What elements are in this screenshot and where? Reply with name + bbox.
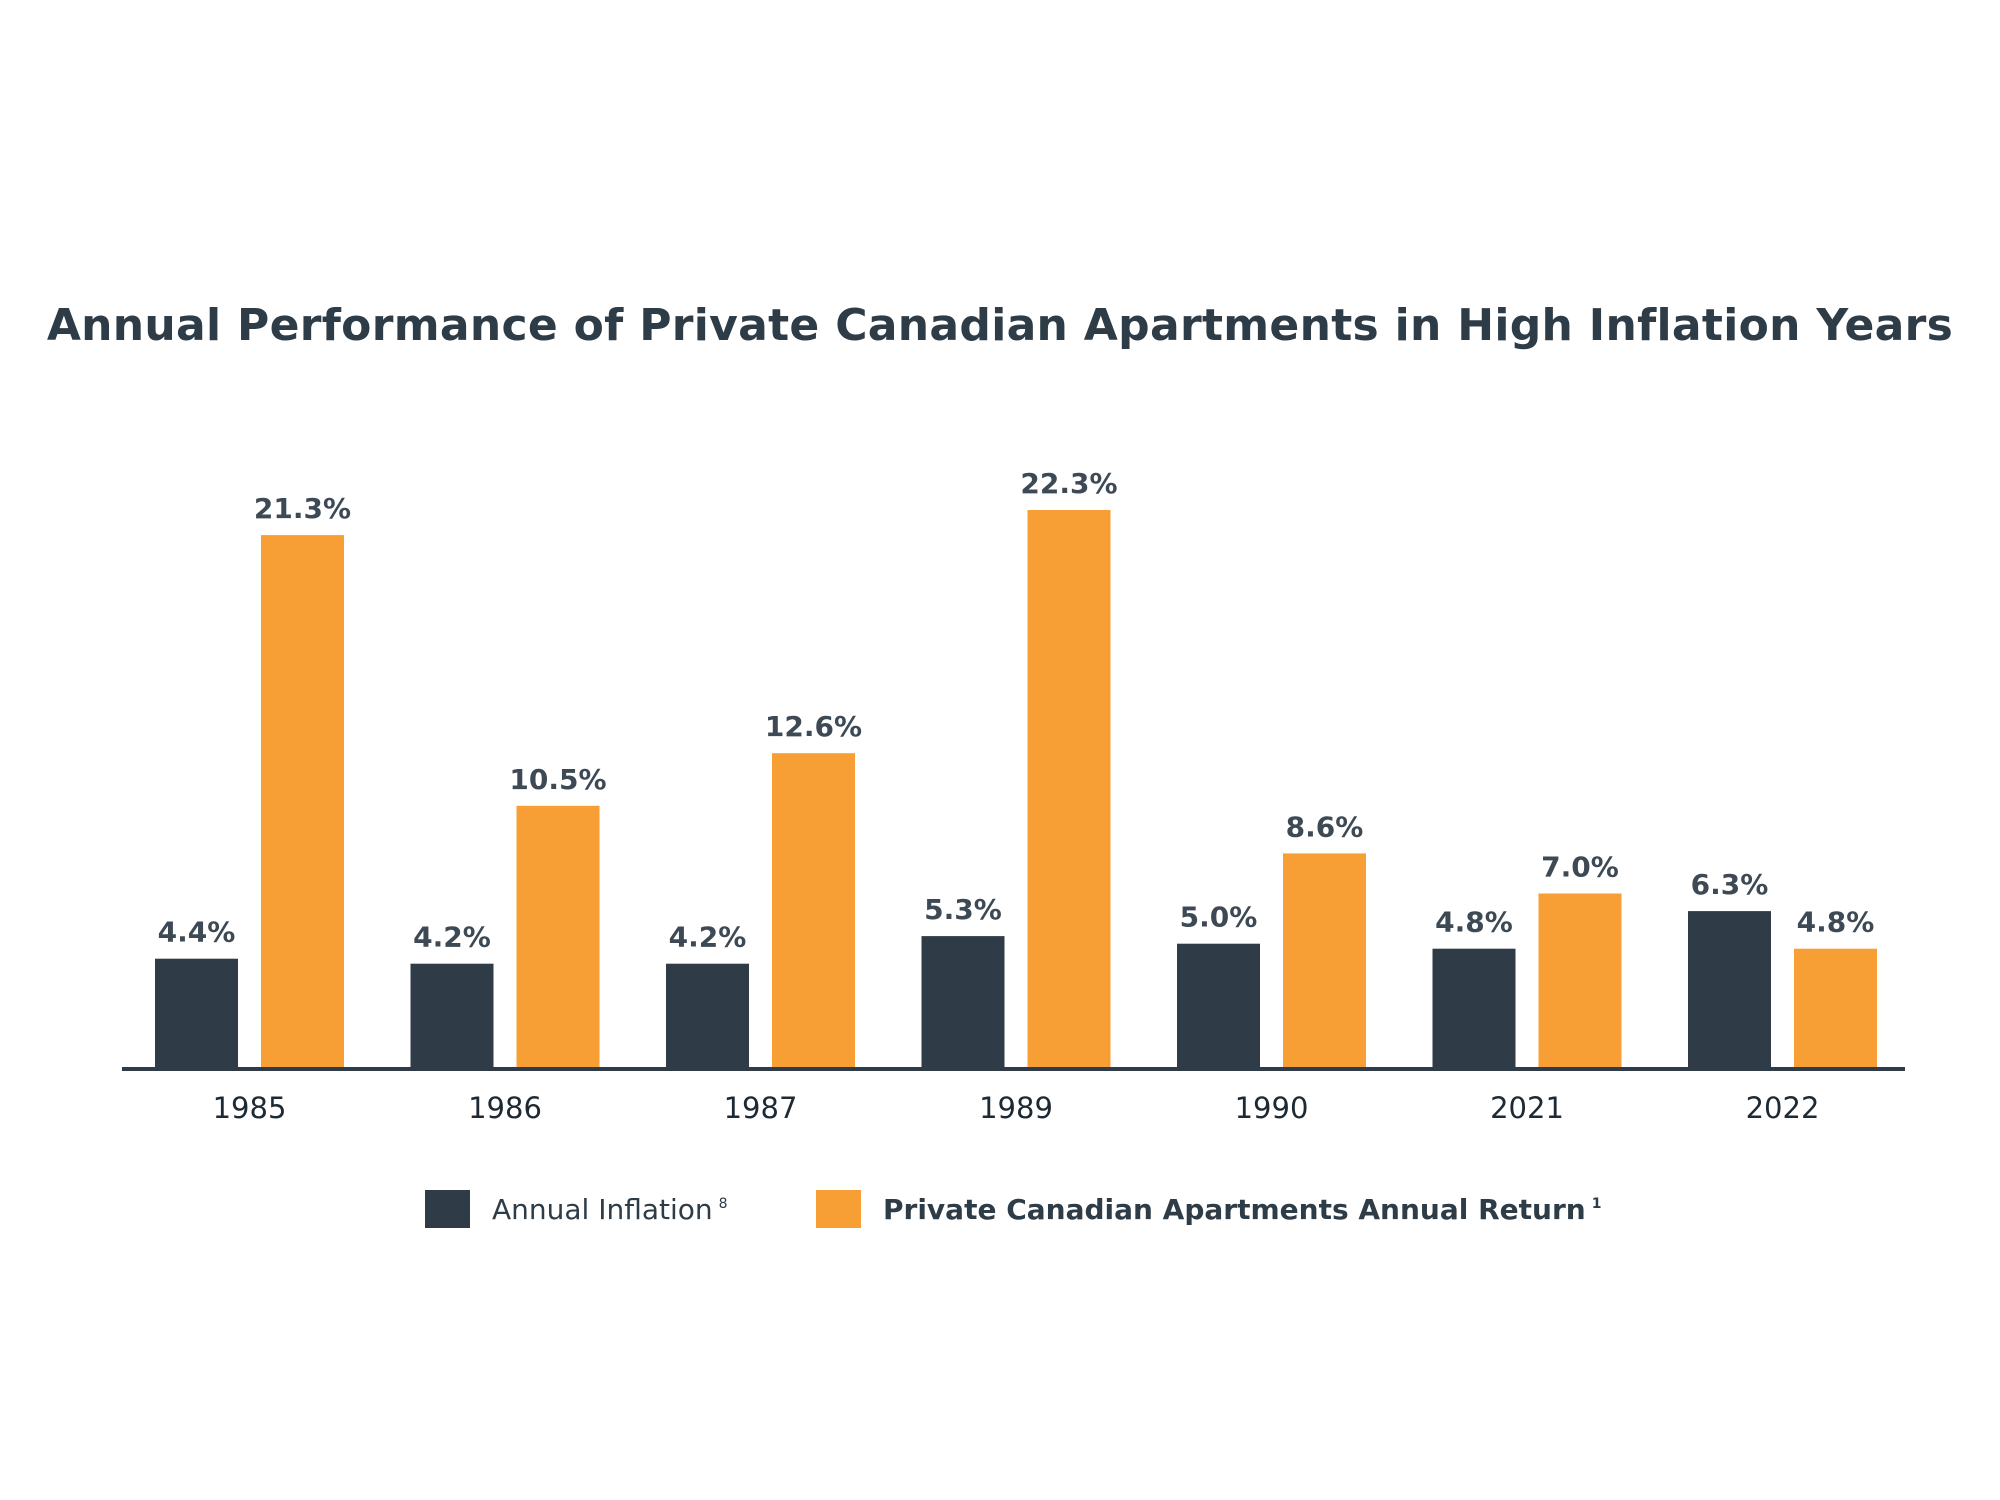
inflation-value-label-1989: 5.3%	[924, 893, 1002, 926]
inflation-bar-1985	[155, 958, 238, 1069]
chart-title: Annual Performance of Private Canadian A…	[46, 300, 1954, 351]
return-bar-1989	[1027, 510, 1111, 1069]
return-bar-1987	[772, 753, 855, 1069]
return-value-label-1986: 10.5%	[509, 763, 606, 796]
legend-label-apartments-return: Private Canadian Apartments Annual Retur…	[883, 1192, 1602, 1226]
return-bar-1990	[1283, 853, 1366, 1069]
inflation-bar-2022	[1688, 911, 1771, 1069]
return-value-label-2021: 7.0%	[1541, 851, 1619, 884]
x-tick-label-2022: 2022	[1746, 1091, 1820, 1125]
legend-item-apartments-return: Private Canadian Apartments Annual Retur…	[816, 1190, 1601, 1228]
x-tick-label-1987: 1987	[724, 1091, 798, 1125]
return-value-label-1987: 12.6%	[765, 710, 862, 743]
inflation-bar-1987	[666, 963, 749, 1069]
x-tick-label-1990: 1990	[1235, 1091, 1309, 1125]
inflation-bar-1990	[1177, 943, 1260, 1069]
x-tick-label-2021: 2021	[1490, 1091, 1564, 1125]
inflation-value-label-2022: 6.3%	[1691, 868, 1769, 901]
inflation-value-label-1990: 5.0%	[1180, 901, 1258, 934]
legend-swatch-annual-inflation	[425, 1190, 470, 1228]
inflation-value-label-1986: 4.2%	[413, 921, 491, 954]
inflation-value-label-1987: 4.2%	[669, 921, 747, 954]
legend-swatch-apartments-return	[816, 1190, 861, 1228]
inflation-bar-1989	[921, 936, 1005, 1069]
inflation-value-label-2021: 4.8%	[1435, 906, 1513, 939]
return-bar-2022	[1794, 948, 1877, 1069]
return-value-label-1985: 21.3%	[254, 492, 351, 525]
legend: Annual Inflation 8 Private Canadian Apart…	[0, 1190, 2000, 1250]
return-bar-2021	[1538, 893, 1622, 1069]
x-tick-label-1989: 1989	[979, 1091, 1053, 1125]
inflation-bar-2021	[1432, 948, 1516, 1069]
return-bar-1985	[261, 535, 344, 1069]
legend-footnote-annual-inflation: 8	[718, 1196, 728, 1213]
return-bar-1986	[516, 805, 600, 1069]
x-tick-label-1986: 1986	[468, 1091, 542, 1125]
legend-label-annual-inflation: Annual Inflation 8	[492, 1192, 728, 1226]
return-value-label-2022: 4.8%	[1797, 906, 1875, 939]
legend-item-annual-inflation: Annual Inflation 8	[425, 1190, 728, 1228]
return-value-label-1990: 8.6%	[1286, 810, 1364, 843]
inflation-value-label-1985: 4.4%	[158, 916, 236, 949]
legend-footnote-apartments-return: 1	[1591, 1196, 1602, 1213]
inflation-bar-1986	[410, 963, 494, 1069]
return-value-label-1989: 22.3%	[1020, 467, 1117, 500]
x-tick-label-1985: 1985	[213, 1091, 287, 1125]
